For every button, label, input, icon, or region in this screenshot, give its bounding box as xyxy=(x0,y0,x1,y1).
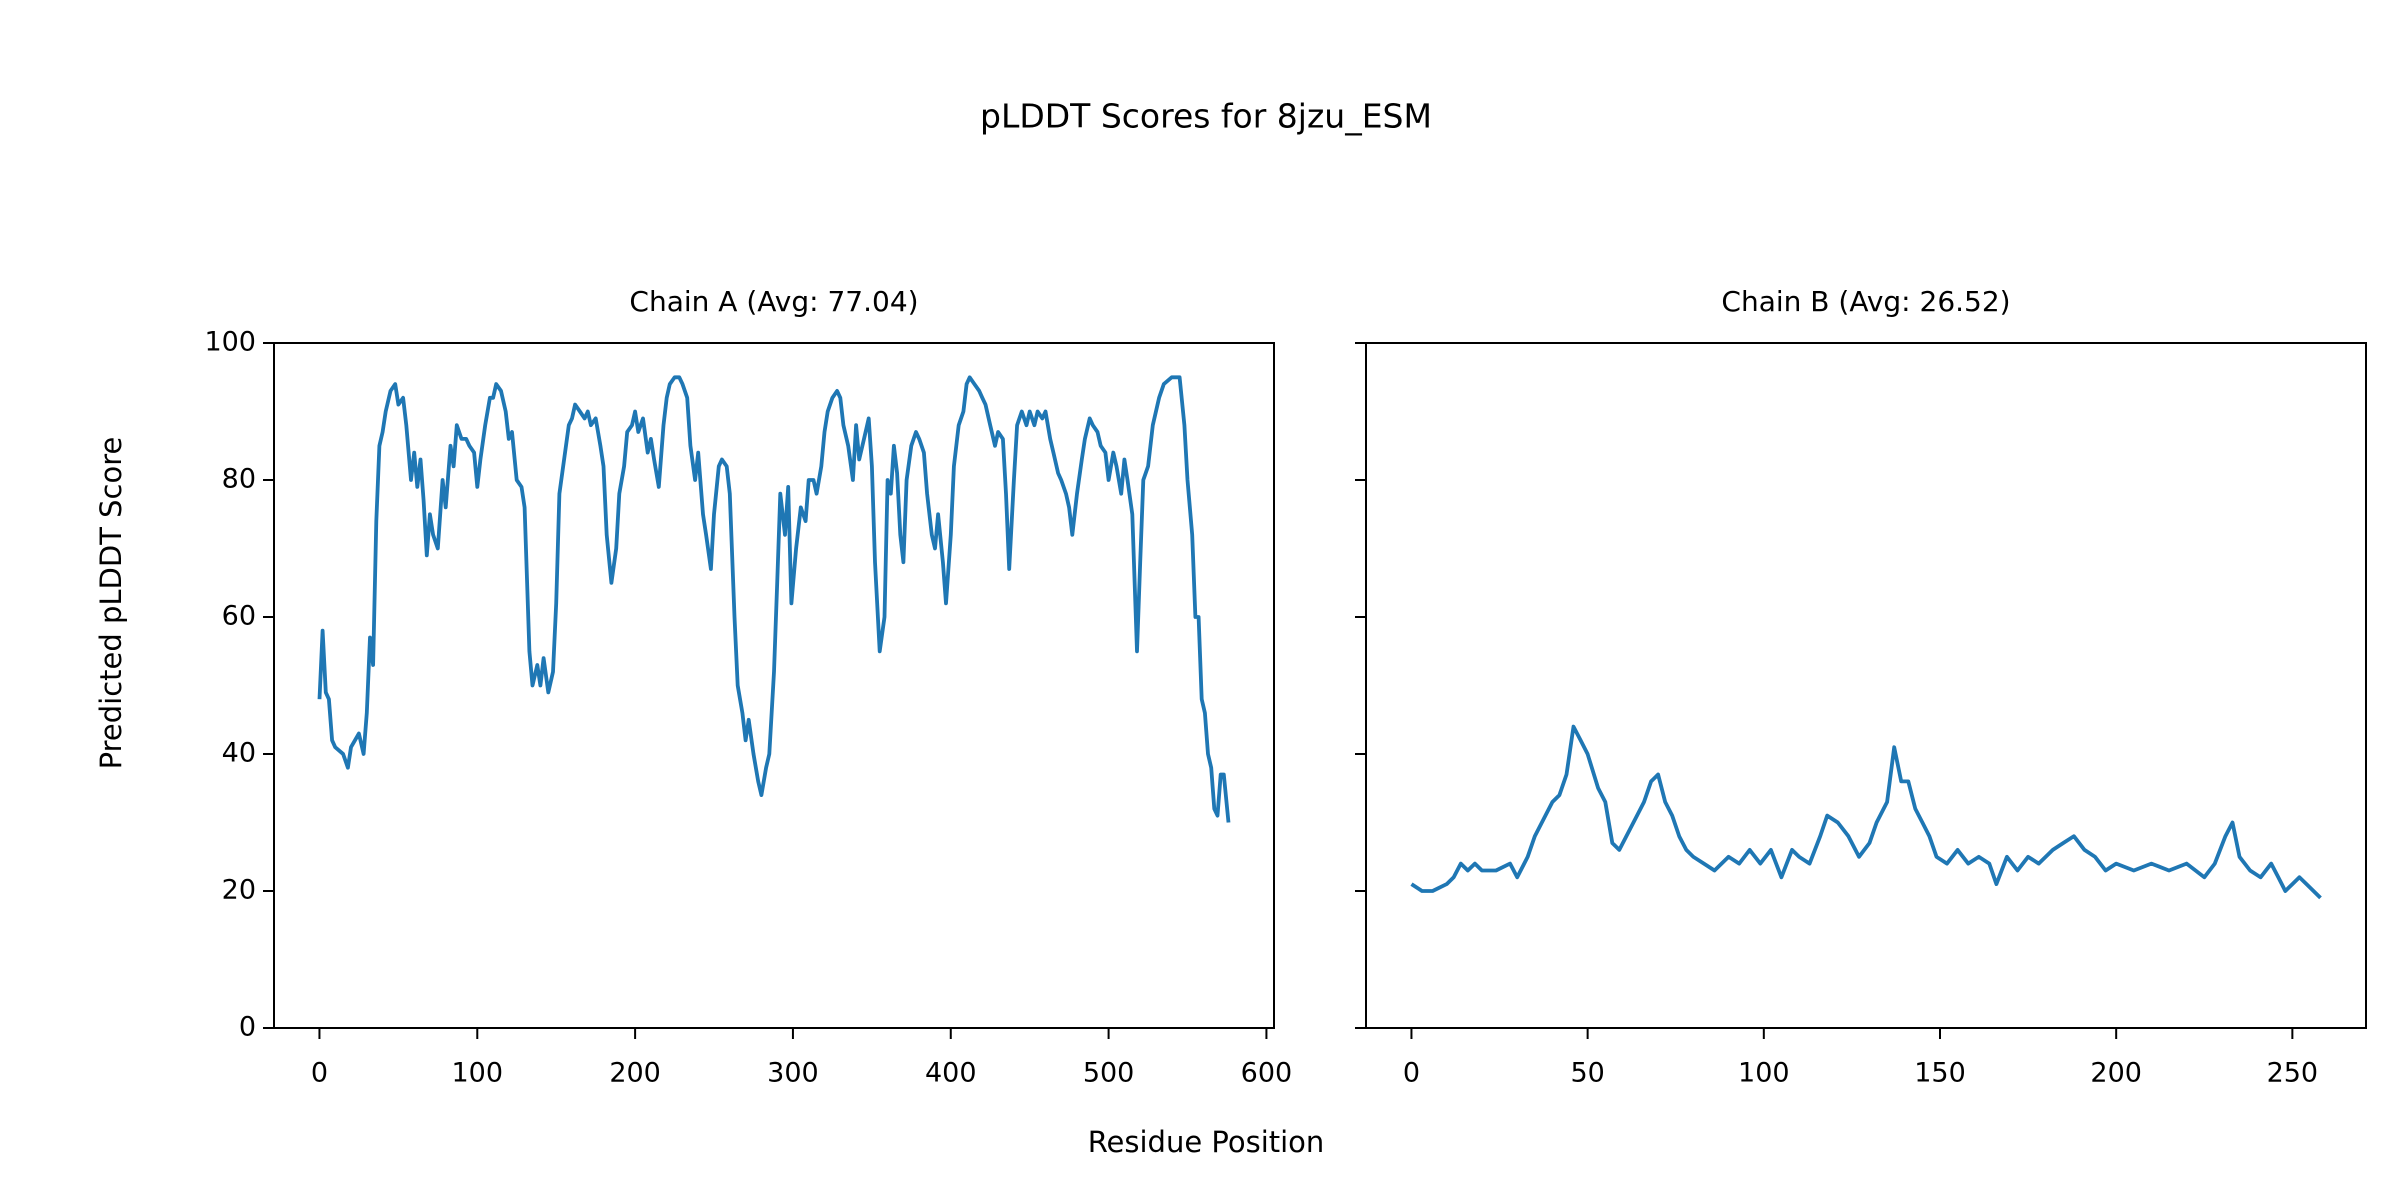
subplot-title: Chain B (Avg: 26.52) xyxy=(1721,285,2010,318)
x-tick-label: 50 xyxy=(1570,1058,1604,1089)
x-tick-label: 500 xyxy=(1083,1058,1135,1089)
score-line xyxy=(317,375,1231,823)
x-tick-label: 0 xyxy=(1403,1058,1420,1089)
x-tick-label: 300 xyxy=(767,1058,819,1089)
y-tick-label: 20 xyxy=(222,875,256,906)
axes-frame xyxy=(1365,342,2367,1029)
x-tick-label: 250 xyxy=(2267,1058,2319,1089)
y-tick-label: 0 xyxy=(239,1012,256,1043)
x-tick-label: 0 xyxy=(311,1058,328,1089)
score-line xyxy=(1410,724,2322,900)
y-tick-label: 80 xyxy=(222,464,256,495)
subplot-title: Chain A (Avg: 77.04) xyxy=(629,285,918,318)
x-tick-label: 100 xyxy=(452,1058,504,1089)
axes-frame xyxy=(273,342,1275,1029)
figure-title: pLDDT Scores for 8jzu_ESM xyxy=(980,97,1432,136)
x-tick-label: 200 xyxy=(2090,1058,2142,1089)
y-axis-label: Predicted pLDDT Score xyxy=(94,437,128,770)
y-tick-label: 60 xyxy=(222,601,256,632)
y-tick-label: 100 xyxy=(204,327,256,358)
x-tick-label: 150 xyxy=(1914,1058,1966,1089)
x-tick-label: 600 xyxy=(1241,1058,1293,1089)
x-axis-label: Residue Position xyxy=(1088,1125,1325,1159)
x-tick-label: 100 xyxy=(1738,1058,1790,1089)
x-tick-label: 400 xyxy=(925,1058,977,1089)
x-tick-label: 200 xyxy=(609,1058,661,1089)
y-tick-label: 40 xyxy=(222,738,256,769)
